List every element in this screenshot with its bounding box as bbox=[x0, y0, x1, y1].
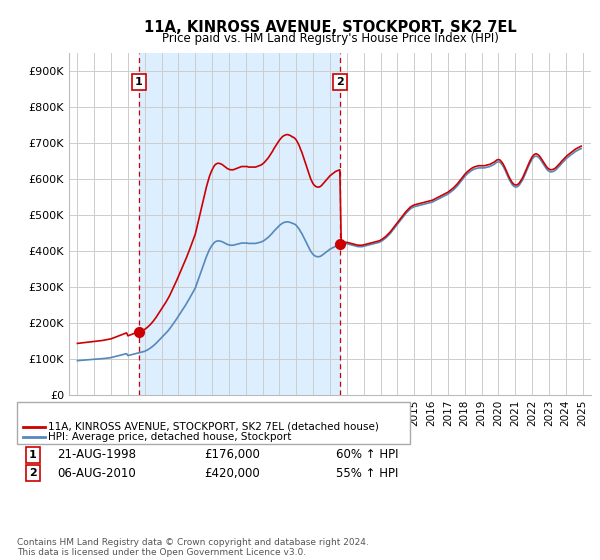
Text: 2: 2 bbox=[29, 468, 37, 478]
Text: 2: 2 bbox=[336, 77, 344, 87]
Bar bbox=[139, 53, 340, 395]
Text: 60% ↑ HPI: 60% ↑ HPI bbox=[336, 448, 398, 461]
Text: 06-AUG-2010: 06-AUG-2010 bbox=[57, 466, 136, 480]
Text: 11A, KINROSS AVENUE, STOCKPORT, SK2 7EL (detached house): 11A, KINROSS AVENUE, STOCKPORT, SK2 7EL … bbox=[48, 422, 379, 432]
Text: £420,000: £420,000 bbox=[204, 466, 260, 480]
Text: 1: 1 bbox=[135, 77, 143, 87]
Text: 1: 1 bbox=[29, 450, 37, 460]
Text: £176,000: £176,000 bbox=[204, 448, 260, 461]
Text: HPI: Average price, detached house, Stockport: HPI: Average price, detached house, Stoc… bbox=[48, 432, 292, 442]
Text: Price paid vs. HM Land Registry's House Price Index (HPI): Price paid vs. HM Land Registry's House … bbox=[161, 32, 499, 45]
Text: 55% ↑ HPI: 55% ↑ HPI bbox=[336, 466, 398, 480]
Text: Contains HM Land Registry data © Crown copyright and database right 2024.
This d: Contains HM Land Registry data © Crown c… bbox=[17, 538, 368, 557]
Text: 11A, KINROSS AVENUE, STOCKPORT, SK2 7EL: 11A, KINROSS AVENUE, STOCKPORT, SK2 7EL bbox=[143, 20, 517, 35]
Text: 21-AUG-1998: 21-AUG-1998 bbox=[57, 448, 136, 461]
